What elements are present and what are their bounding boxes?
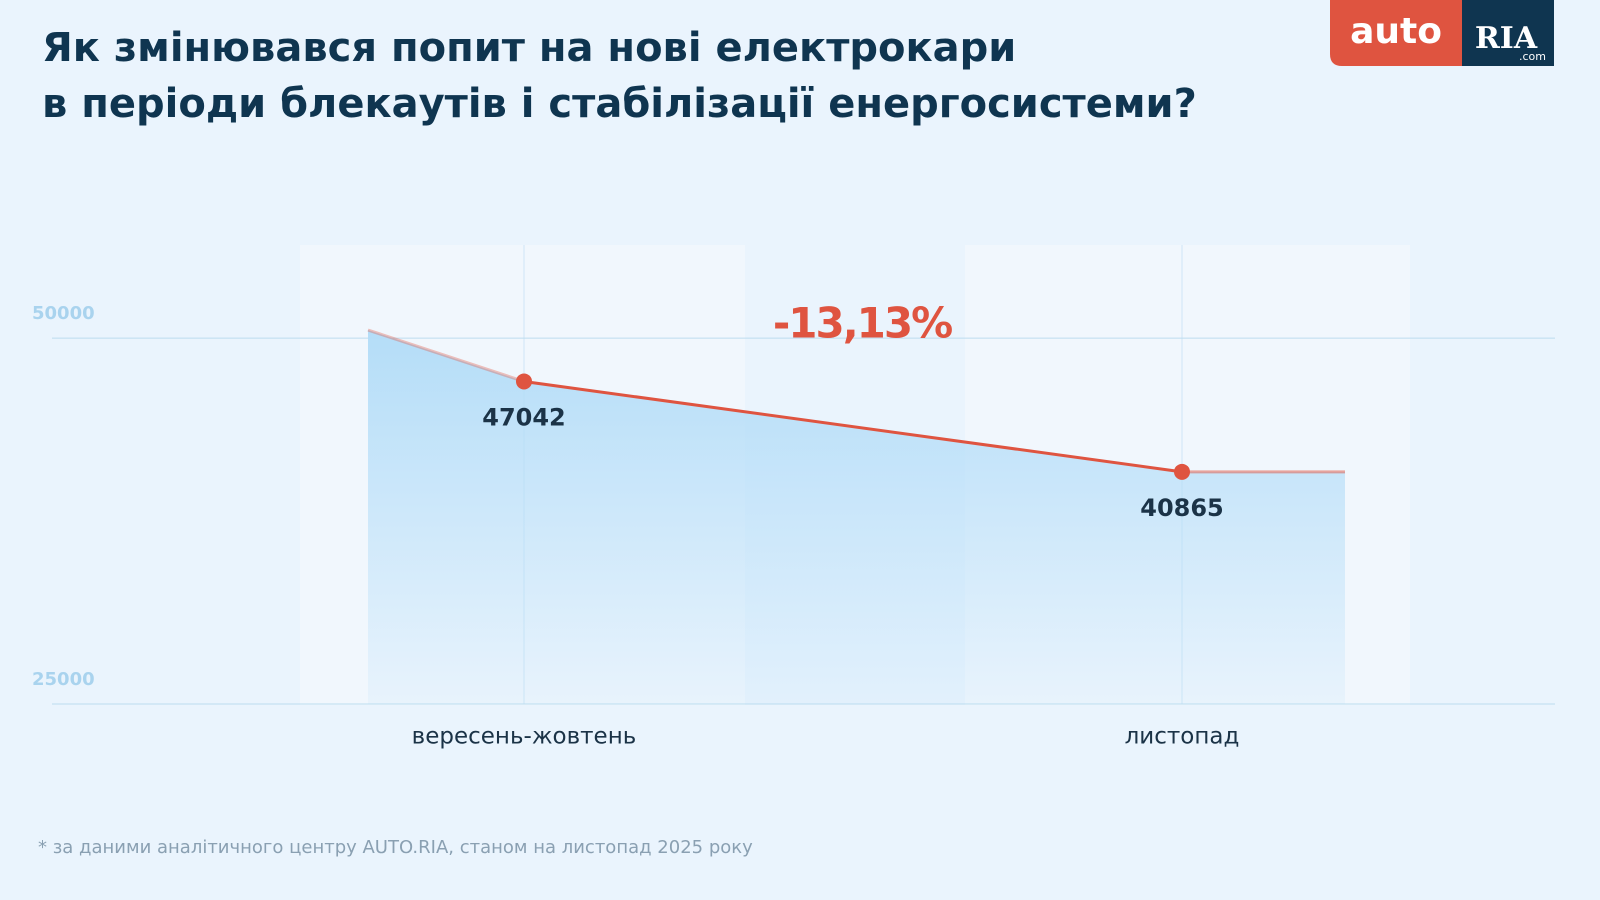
footnote: * за даними аналітичного центру AUTO.RIA… xyxy=(38,837,753,858)
data-point xyxy=(516,373,532,390)
value-label: 40865 xyxy=(1140,494,1224,522)
y-tick-label: 50000 xyxy=(32,303,95,324)
line-extension xyxy=(367,328,525,383)
logo-left-bg xyxy=(1330,0,1462,66)
logo-text: .com xyxy=(1519,50,1546,63)
x-tick-label: листопад xyxy=(1125,724,1240,750)
value-label: 47042 xyxy=(482,403,566,431)
y-tick-label: 25000 xyxy=(32,669,95,690)
chart-title: в періоди блекаутів і стабілізації енерг… xyxy=(42,81,1197,127)
x-tick-label: вересень-жовтень xyxy=(412,724,637,750)
chart-title: Як змінювався попит на нові електрокари xyxy=(42,25,1016,71)
logo-text: RIA xyxy=(1475,21,1538,56)
data-line xyxy=(523,379,1183,474)
logo: auto RIA .com xyxy=(1330,0,1554,66)
data-point xyxy=(1174,463,1190,480)
logo-text: auto xyxy=(1350,11,1442,52)
annotation: -13,13% xyxy=(773,299,952,348)
area-fill xyxy=(368,330,1345,704)
logo-right-bg xyxy=(1462,0,1554,66)
